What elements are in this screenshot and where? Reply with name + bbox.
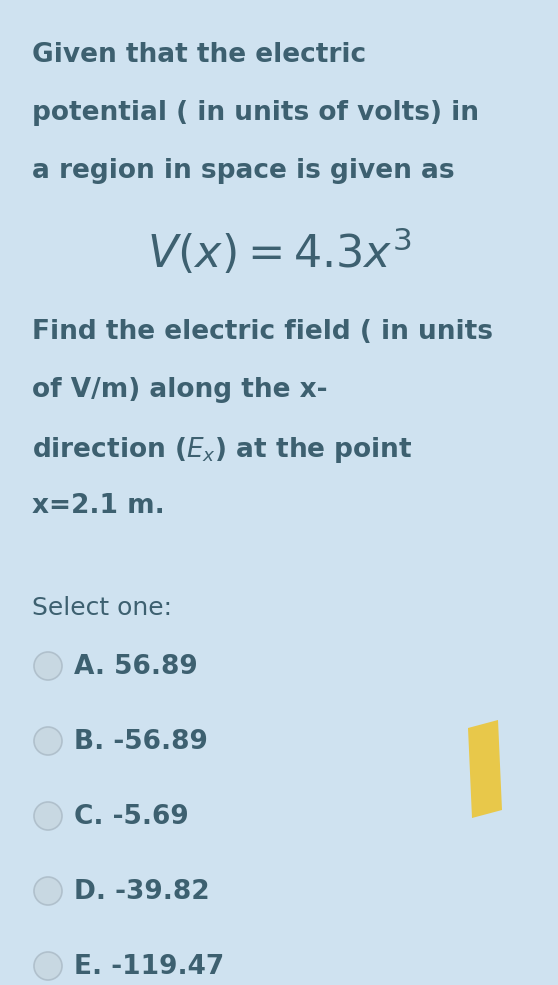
- Text: direction ($E_x$) at the point: direction ($E_x$) at the point: [32, 435, 413, 465]
- Text: Find the electric field ( in units: Find the electric field ( in units: [32, 319, 493, 345]
- Text: of V/m) along the x-: of V/m) along the x-: [32, 377, 328, 403]
- Text: Given that the electric: Given that the electric: [32, 42, 366, 68]
- Text: a region in space is given as: a region in space is given as: [32, 158, 455, 184]
- Circle shape: [34, 802, 62, 830]
- Circle shape: [34, 952, 62, 980]
- Circle shape: [34, 652, 62, 680]
- Circle shape: [34, 727, 62, 755]
- Text: Select one:: Select one:: [32, 596, 172, 620]
- Text: E. -119.47: E. -119.47: [74, 954, 224, 980]
- Text: B. -56.89: B. -56.89: [74, 729, 208, 755]
- Circle shape: [34, 877, 62, 905]
- Text: D. -39.82: D. -39.82: [74, 879, 210, 905]
- Text: potential ( in units of volts) in: potential ( in units of volts) in: [32, 100, 479, 126]
- Text: $V(x) = 4.3x^3$: $V(x) = 4.3x^3$: [147, 226, 411, 277]
- Text: C. -5.69: C. -5.69: [74, 804, 189, 830]
- Text: A. 56.89: A. 56.89: [74, 654, 198, 680]
- Text: x=2.1 m.: x=2.1 m.: [32, 493, 165, 519]
- Polygon shape: [468, 720, 502, 818]
